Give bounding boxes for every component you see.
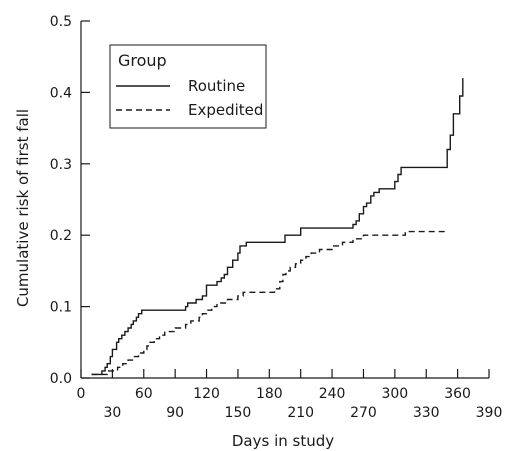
y-tick-label: 0.2: [50, 228, 72, 244]
series-line-routine: [91, 78, 464, 376]
x-tick-label-major: 120: [193, 386, 220, 402]
legend-label-routine: Routine: [188, 77, 245, 95]
x-tick-label-minor: 390: [476, 405, 503, 421]
x-tick-label-minor: 150: [225, 405, 252, 421]
x-tick-label-major: 360: [444, 386, 471, 402]
y-tick-label: 0.0: [50, 371, 72, 387]
x-tick-label-minor: 210: [287, 405, 314, 421]
y-tick-label: 0.3: [50, 157, 72, 173]
legend-title: Group: [118, 51, 167, 70]
x-tick-label-major: 60: [135, 386, 153, 402]
ticks-layer: 0.0 0.1 0.2 0.3 0.4 0.5 0 60 120 180 240 300 360 30 90…: [50, 14, 503, 421]
x-tick-label-minor: 270: [350, 405, 377, 421]
y-tick-label: 0.5: [50, 14, 72, 30]
x-tick-label-major: 300: [381, 386, 408, 402]
x-axis-title: Days in study: [232, 432, 334, 450]
series-line-expedited: [91, 230, 448, 376]
series-layer: [91, 78, 464, 376]
x-tick-label-minor: 30: [103, 405, 121, 421]
x-tick-label-major: 240: [319, 386, 346, 402]
y-axis-title: Cumulative risk of first fall: [14, 109, 32, 307]
x-tick-label-minor: 90: [166, 405, 184, 421]
axes: [80, 21, 489, 379]
y-tick-label: 0.4: [50, 85, 72, 101]
x-tick-label-major: 180: [256, 386, 283, 402]
y-tick-label: 0.1: [50, 300, 72, 316]
legend: Group Routine Expedited: [109, 44, 267, 129]
x-tick-label-minor: 330: [413, 405, 440, 421]
x-tick-label-major: 0: [77, 386, 86, 402]
legend-label-expedited: Expedited: [188, 101, 263, 119]
